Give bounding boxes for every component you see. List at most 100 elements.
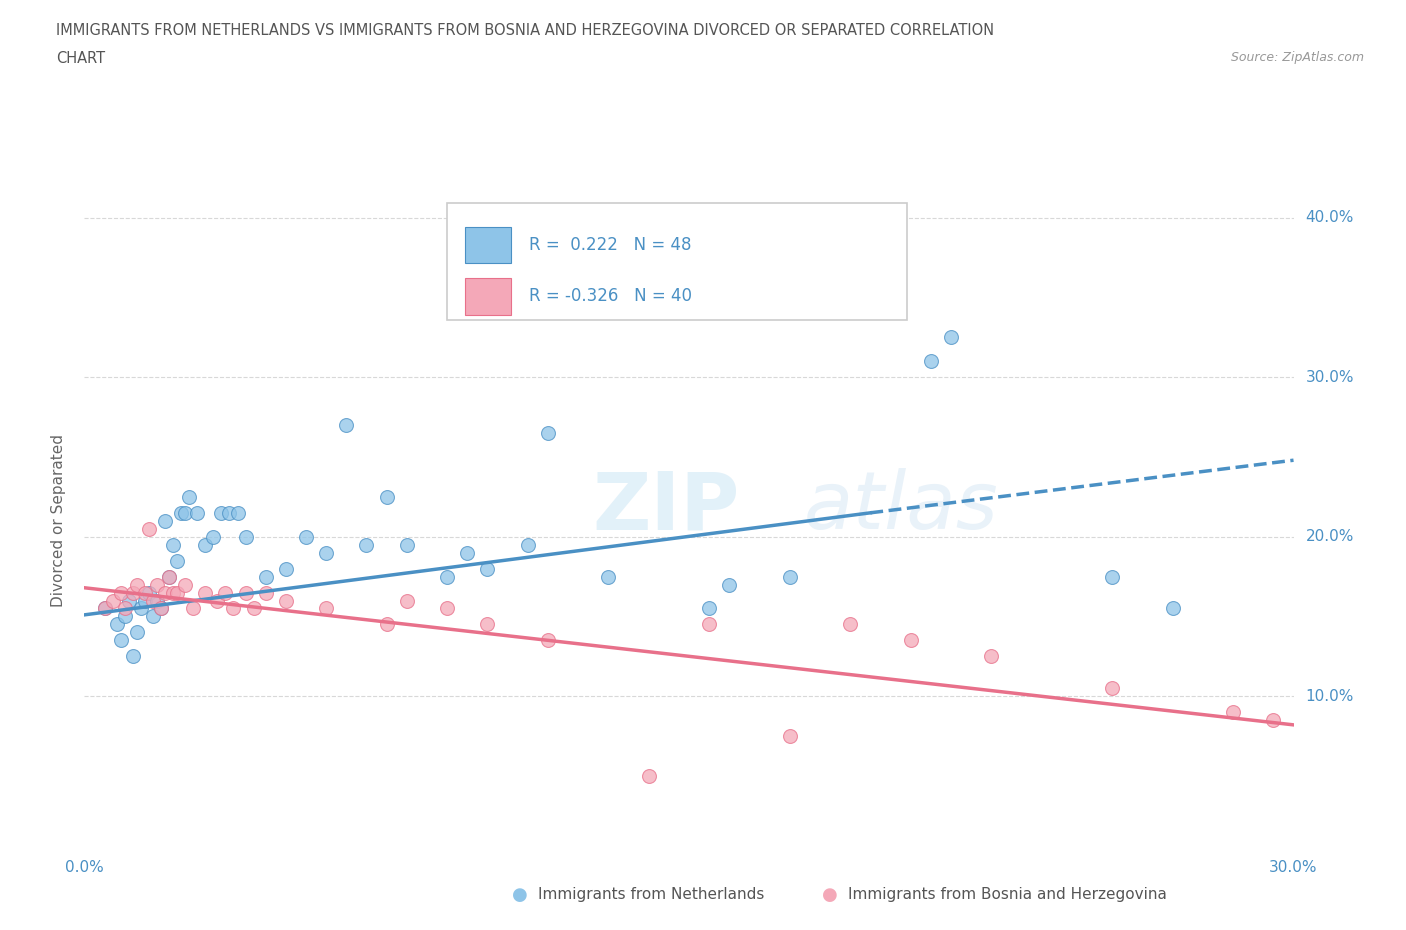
Point	[356, 538, 378, 552]
Text: 40.0%: 40.0%	[1306, 210, 1354, 225]
Point	[93, 601, 115, 616]
Point	[295, 529, 318, 544]
Point	[142, 593, 165, 608]
Point	[920, 354, 942, 369]
Point	[335, 418, 357, 432]
Point	[1101, 569, 1123, 584]
Text: atlas: atlas	[804, 469, 998, 547]
Point	[235, 585, 257, 600]
Point	[274, 593, 297, 608]
Point	[170, 505, 193, 520]
Point	[194, 538, 217, 552]
Text: IMMIGRANTS FROM NETHERLANDS VS IMMIGRANTS FROM BOSNIA AND HERZEGOVINA DIVORCED O: IMMIGRANTS FROM NETHERLANDS VS IMMIGRANT…	[56, 23, 994, 38]
Point	[149, 601, 172, 616]
Point	[146, 578, 169, 592]
Point	[477, 617, 499, 631]
Point	[121, 649, 143, 664]
Point	[114, 601, 136, 616]
Point	[235, 529, 257, 544]
Point	[202, 529, 225, 544]
Text: 20.0%: 20.0%	[1306, 529, 1354, 544]
Point	[142, 609, 165, 624]
Point	[456, 545, 478, 560]
Point	[214, 585, 236, 600]
Point	[697, 617, 720, 631]
Point	[395, 593, 418, 608]
Point	[637, 768, 659, 783]
Point	[121, 585, 143, 600]
Point	[162, 585, 184, 600]
Point	[900, 633, 922, 648]
Point	[697, 601, 720, 616]
FancyBboxPatch shape	[465, 278, 512, 315]
Point	[194, 585, 217, 600]
Point	[218, 505, 240, 520]
Point	[939, 330, 962, 345]
Text: Immigrants from Bosnia and Herzegovina: Immigrants from Bosnia and Herzegovina	[848, 887, 1167, 902]
Point	[134, 593, 156, 608]
Point	[375, 617, 398, 631]
Point	[1263, 712, 1285, 727]
Point	[153, 513, 176, 528]
Y-axis label: Divorced or Separated: Divorced or Separated	[51, 434, 66, 607]
Point	[537, 426, 560, 441]
Point	[779, 569, 801, 584]
Point	[186, 505, 208, 520]
Text: R = -0.326   N = 40: R = -0.326 N = 40	[529, 287, 692, 305]
Point	[209, 505, 232, 520]
Point	[222, 601, 245, 616]
Point	[181, 601, 204, 616]
Point	[1161, 601, 1184, 616]
Point	[254, 569, 277, 584]
Point	[110, 633, 132, 648]
Point	[980, 649, 1002, 664]
Point	[174, 578, 197, 592]
Point	[1101, 681, 1123, 696]
Point	[598, 569, 620, 584]
Point	[226, 505, 249, 520]
Text: CHART: CHART	[56, 51, 105, 66]
Point	[105, 617, 128, 631]
Point	[118, 593, 141, 608]
Point	[138, 585, 160, 600]
Point	[315, 601, 337, 616]
Text: ●: ●	[821, 885, 838, 904]
Point	[254, 585, 277, 600]
Point	[207, 593, 229, 608]
Point	[436, 569, 458, 584]
Point	[395, 538, 418, 552]
Point	[101, 593, 124, 608]
Point	[315, 545, 337, 560]
Point	[1222, 705, 1244, 720]
Point	[242, 601, 264, 616]
Text: 30.0%: 30.0%	[1306, 370, 1354, 385]
Point	[129, 601, 152, 616]
Text: 10.0%: 10.0%	[1306, 689, 1354, 704]
Text: Source: ZipAtlas.com: Source: ZipAtlas.com	[1230, 51, 1364, 64]
Point	[839, 617, 862, 631]
Point	[436, 601, 458, 616]
Point	[174, 505, 197, 520]
Point	[274, 561, 297, 576]
Point	[153, 585, 176, 600]
Point	[179, 489, 201, 504]
Point	[125, 578, 148, 592]
Point	[93, 601, 115, 616]
Point	[718, 578, 741, 592]
Point	[110, 585, 132, 600]
Point	[779, 728, 801, 743]
Text: ZIP: ZIP	[592, 469, 740, 547]
Point	[157, 569, 180, 584]
Text: R =  0.222   N = 48: R = 0.222 N = 48	[529, 236, 692, 254]
Point	[138, 522, 160, 537]
FancyBboxPatch shape	[447, 203, 907, 320]
FancyBboxPatch shape	[465, 227, 512, 263]
Point	[157, 569, 180, 584]
Point	[134, 585, 156, 600]
Text: Immigrants from Netherlands: Immigrants from Netherlands	[538, 887, 765, 902]
Point	[162, 538, 184, 552]
Point	[149, 601, 172, 616]
Point	[516, 538, 538, 552]
Point	[375, 489, 398, 504]
Point	[146, 593, 169, 608]
